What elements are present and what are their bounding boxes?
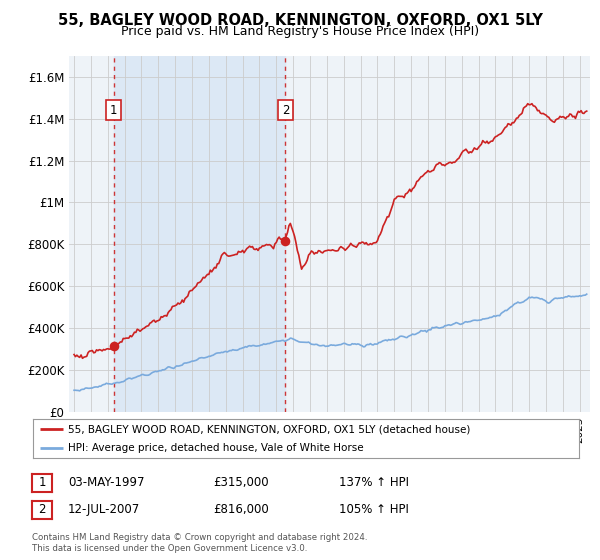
Text: 2: 2 [281, 104, 289, 117]
Text: 12-JUL-2007: 12-JUL-2007 [68, 503, 140, 516]
Text: Price paid vs. HM Land Registry's House Price Index (HPI): Price paid vs. HM Land Registry's House … [121, 25, 479, 38]
Text: 2: 2 [38, 503, 46, 516]
Text: 55, BAGLEY WOOD ROAD, KENNINGTON, OXFORD, OX1 5LY (detached house): 55, BAGLEY WOOD ROAD, KENNINGTON, OXFORD… [68, 424, 471, 435]
Text: £816,000: £816,000 [213, 503, 269, 516]
Text: 03-MAY-1997: 03-MAY-1997 [68, 476, 145, 489]
Text: HPI: Average price, detached house, Vale of White Horse: HPI: Average price, detached house, Vale… [68, 444, 364, 454]
Point [109, 341, 118, 350]
Text: 1: 1 [38, 476, 46, 489]
Bar [113, 56, 286, 412]
Text: 1: 1 [110, 104, 118, 117]
Text: 55, BAGLEY WOOD ROAD, KENNINGTON, OXFORD, OX1 5LY: 55, BAGLEY WOOD ROAD, KENNINGTON, OXFORD… [58, 13, 542, 28]
Text: 105% ↑ HPI: 105% ↑ HPI [339, 503, 409, 516]
Text: 137% ↑ HPI: 137% ↑ HPI [339, 476, 409, 489]
Point [281, 236, 290, 245]
Text: Contains HM Land Registry data © Crown copyright and database right 2024.
This d: Contains HM Land Registry data © Crown c… [32, 534, 368, 553]
Text: £315,000: £315,000 [213, 476, 269, 489]
